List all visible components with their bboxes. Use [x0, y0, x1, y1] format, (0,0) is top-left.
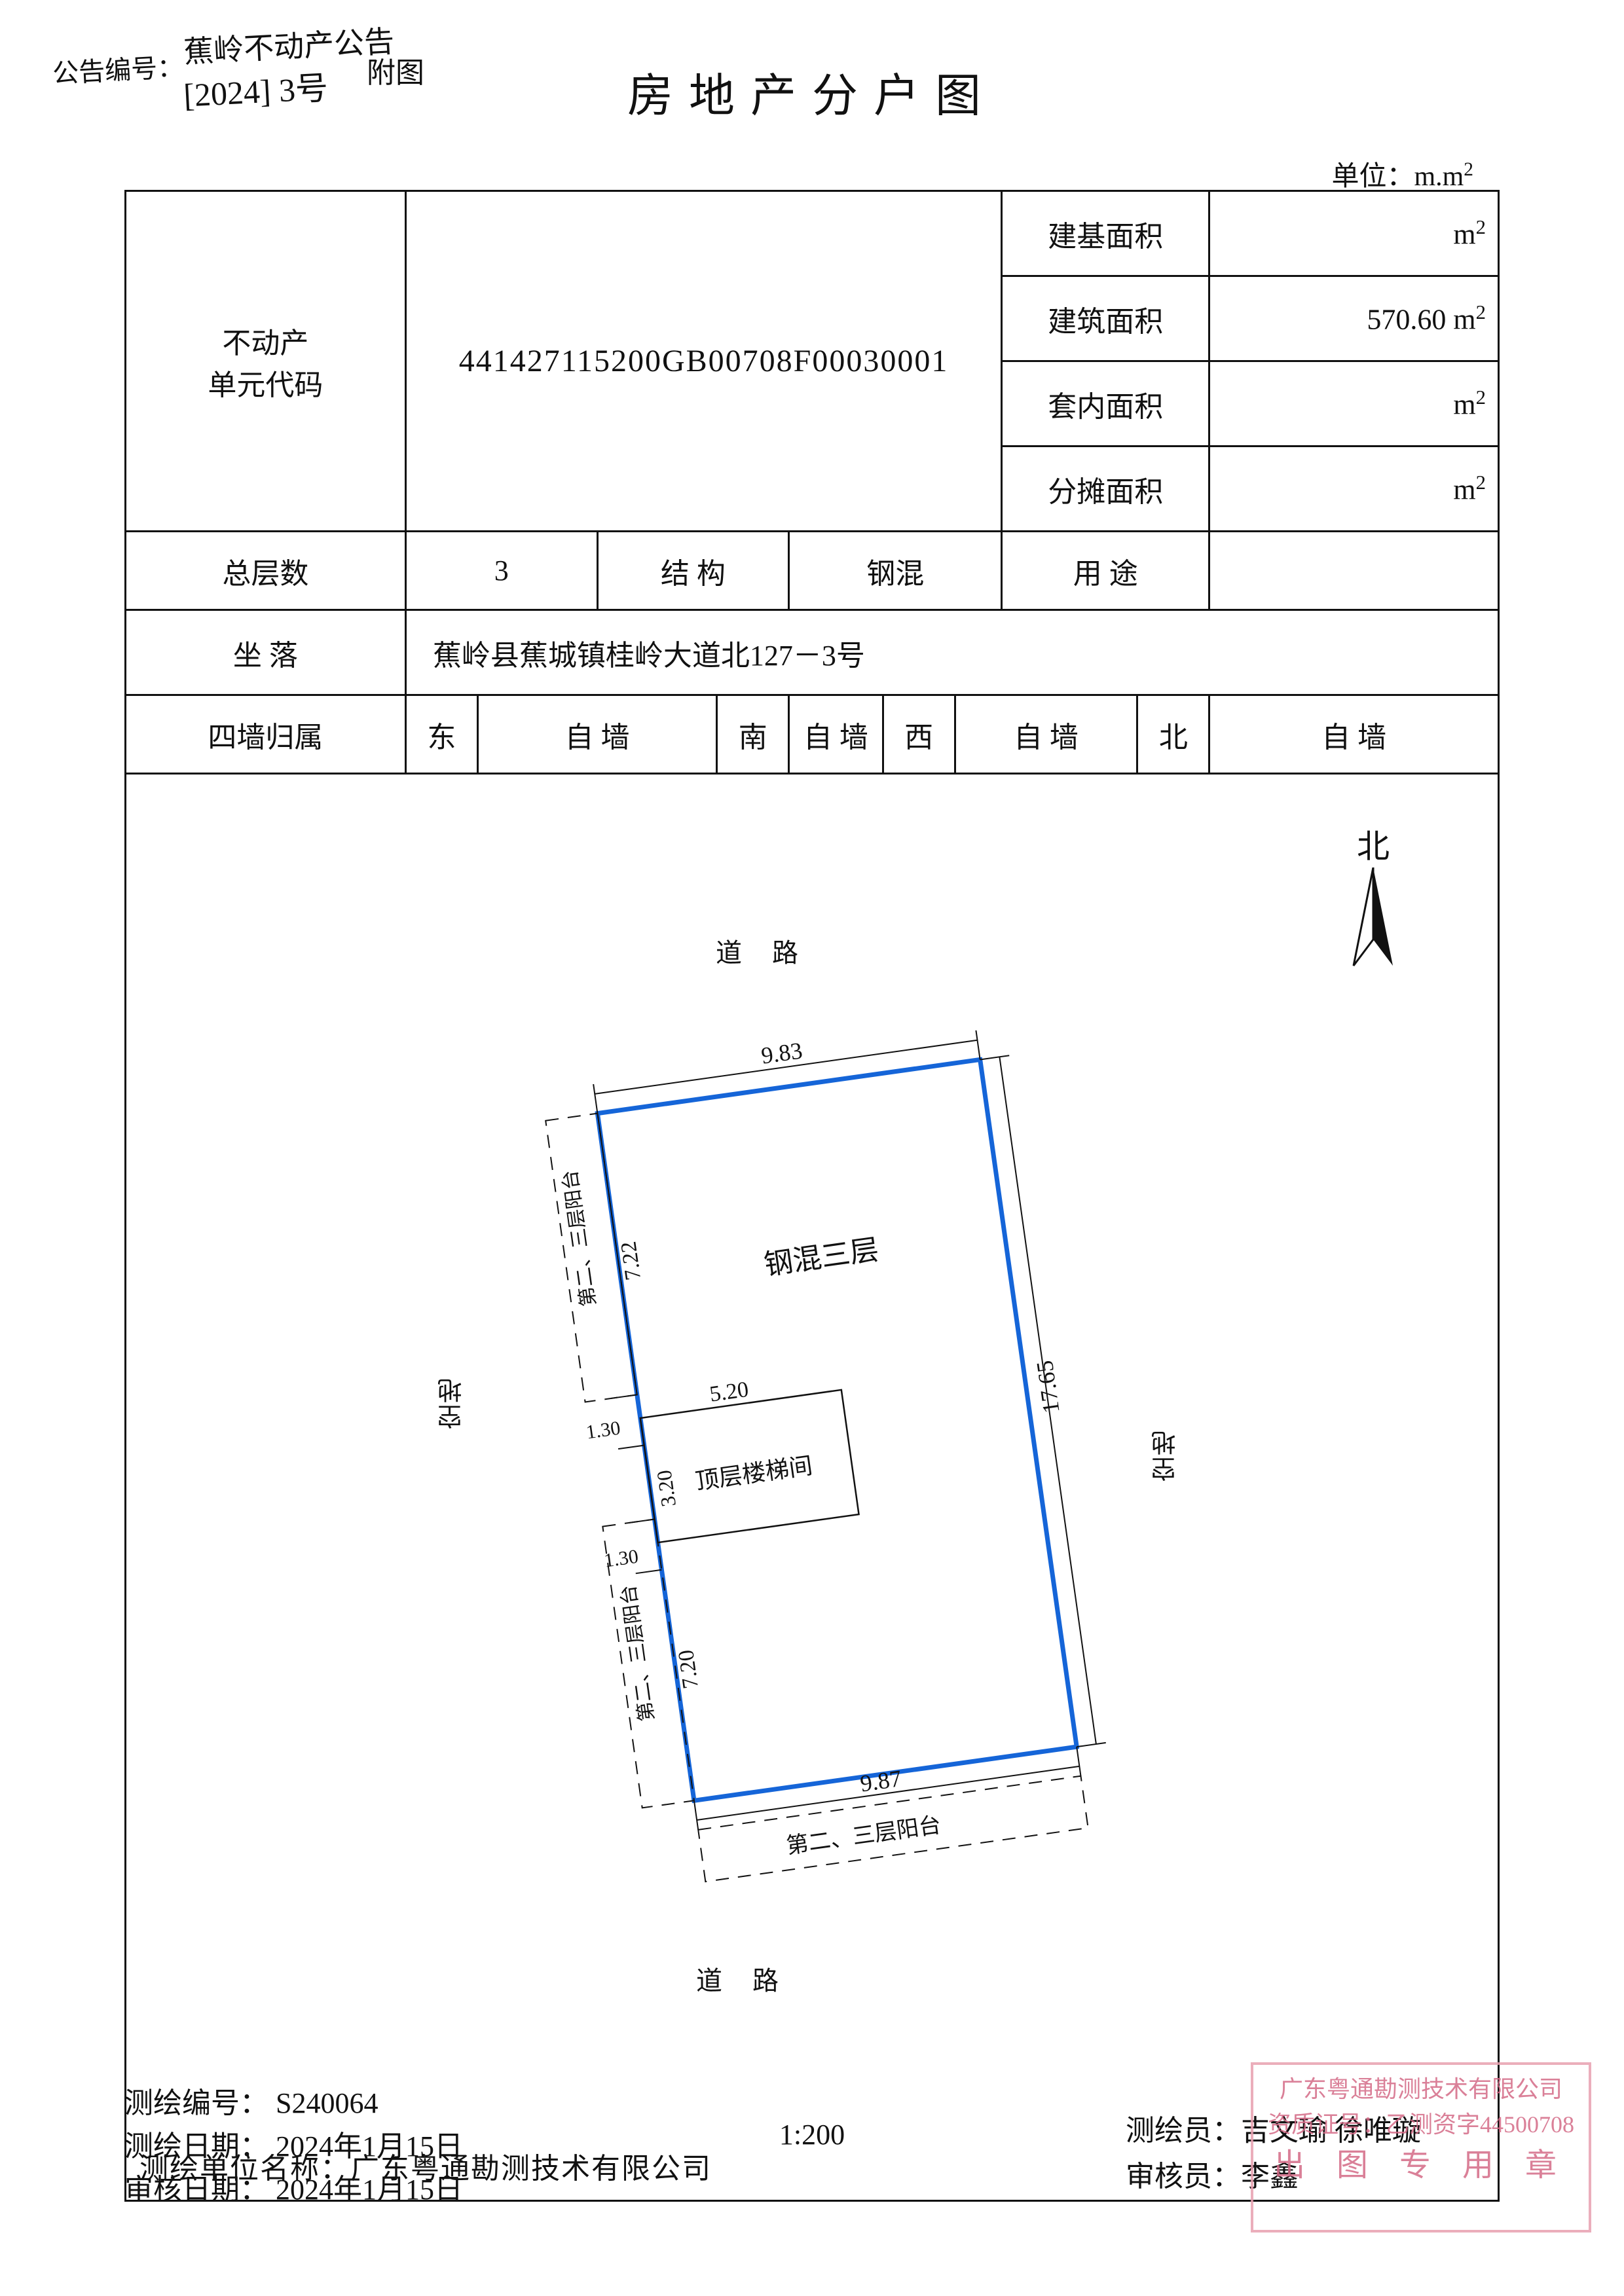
- area-label-3: 分摊面积: [1002, 446, 1209, 532]
- dim-notch-a: 1.30: [585, 1417, 622, 1444]
- dim-left-upper: 7.22: [616, 1240, 646, 1282]
- unit-code-label: 不动产单元代码: [126, 191, 406, 532]
- dim-top: 9.83: [760, 1037, 804, 1068]
- location-value: 蕉岭县蕉城镇桂岭大道北127－3号: [405, 610, 1498, 695]
- north-arrow: 北: [1334, 820, 1412, 991]
- dim-stair-w: 5.20: [708, 1377, 750, 1407]
- balcony-left-lower: 第二、三层阳台: [618, 1584, 658, 1723]
- area-val-3: m2: [1209, 446, 1499, 532]
- balcony-left-upper: 第二、三层阳台: [559, 1169, 600, 1308]
- scale: 1:200: [779, 2118, 845, 2151]
- survey-no-label: 测绘编号：: [124, 2087, 268, 2119]
- wall-n-dir: 北: [1137, 695, 1209, 774]
- north-label: 北: [1334, 820, 1412, 867]
- wall-e-dir: 东: [405, 695, 477, 774]
- wall-w-dir: 西: [883, 695, 955, 774]
- area-label-0: 建基面积: [1002, 191, 1209, 276]
- floor-plan-cell: 北 道 路 道 路 空地 空地: [126, 774, 1499, 2201]
- footer-left: 测绘编号： S240064 测绘日期： 2024年1月15日 审核日期： 202…: [124, 2082, 463, 2212]
- surveyor-label: 测绘员：: [1126, 2115, 1241, 2147]
- attach-label: 附图: [367, 49, 424, 91]
- unit-label: 单位：m.m2: [1331, 154, 1473, 194]
- unit-code: 441427115200GB00708F00030001: [405, 191, 1001, 532]
- announce-label: 公告编号：: [52, 46, 185, 90]
- wall-s-dir: 南: [717, 695, 789, 774]
- survey-date: 2024年1月15日: [276, 2130, 463, 2162]
- review-date: 2024年1月15日: [276, 2174, 463, 2206]
- survey-date-label: 测绘日期：: [124, 2130, 268, 2162]
- area-label-2: 套内面积: [1002, 361, 1209, 446]
- reviewer-label: 审核员：: [1126, 2160, 1241, 2193]
- north-arrow-icon: [1340, 867, 1406, 998]
- use-value: [1209, 532, 1499, 610]
- area-val-1: 570.60 m2: [1209, 276, 1499, 361]
- floors-value: 3: [405, 532, 597, 610]
- area-val-2: m2: [1209, 361, 1499, 446]
- wall-w-val: 自 墙: [955, 695, 1137, 774]
- road-top: 道 路: [716, 932, 810, 970]
- official-stamp: 广东粤通勘测技术有限公司 资质证号：乙测资字44500708 出 图 专 用 章: [1251, 2062, 1591, 2232]
- wall-e-val: 自 墙: [477, 695, 716, 774]
- property-table: 不动产单元代码 441427115200GB00708F00030001 建基面…: [124, 190, 1500, 2202]
- location-label: 坐 落: [126, 610, 406, 695]
- structure-value: 钢混: [789, 532, 1002, 610]
- walls-label: 四墙归属: [126, 695, 406, 774]
- wall-n-val: 自 墙: [1209, 695, 1499, 774]
- stamp-line3: 出 图 专 用 章: [1260, 2142, 1582, 2189]
- dim-left-lower: 7.20: [674, 1649, 703, 1690]
- dim-stair-h: 3.20: [652, 1468, 680, 1508]
- area-label-1: 建筑面积: [1002, 276, 1209, 361]
- stair-label: 顶层楼梯间: [693, 1452, 814, 1495]
- stamp-line2: 资质证号：乙测资字44500708: [1260, 2107, 1582, 2142]
- floor-plan-svg: 9.83 17.65 9.87 第二、三层阳台 第二、: [454, 984, 1240, 1966]
- area-val-0: m2: [1209, 191, 1499, 276]
- stamp-line1: 广东粤通勘测技术有限公司: [1260, 2071, 1582, 2107]
- structure-label: 结 构: [597, 532, 789, 610]
- page-title: 房地产分户图: [627, 59, 997, 125]
- main-building-label: 钢混三层: [762, 1233, 881, 1281]
- use-label: 用 途: [1002, 532, 1209, 610]
- survey-no: S240064: [276, 2087, 378, 2119]
- dim-right: 17.65: [1031, 1359, 1065, 1415]
- handwriting-line2: [2024] 3号: [182, 62, 329, 116]
- wall-s-val: 自 墙: [789, 695, 883, 774]
- review-date-label: 审核日期：: [124, 2174, 268, 2206]
- floors-label: 总层数: [126, 532, 406, 610]
